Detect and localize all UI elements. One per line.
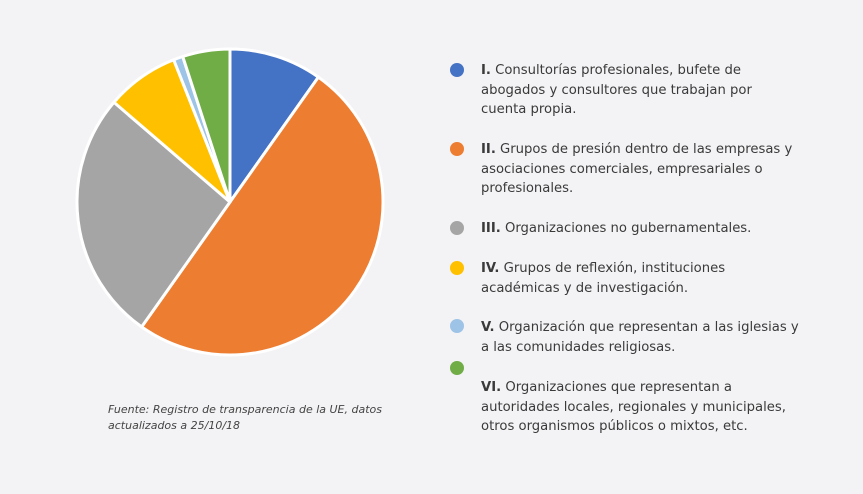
- legend-dot-yellow: [450, 261, 464, 275]
- legend-dot-blue: [450, 63, 464, 77]
- pie-chart: [75, 47, 385, 357]
- legend-text: I. Consultorías profesionales, bufete de…: [481, 61, 801, 120]
- legend-label: Grupos de reflexión, instituciones acadé…: [481, 261, 726, 296]
- pie-slice-3: [75, 100, 232, 329]
- legend-text: V. Organización que representan a las ig…: [481, 318, 801, 357]
- legend-text: II. Grupos de presión dentro de las empr…: [481, 140, 801, 199]
- legend-label: Organización que representan a las igles…: [481, 320, 799, 355]
- legend-label: Grupos de presión dentro de las empresas…: [481, 142, 793, 196]
- pie-slice-6: [181, 47, 232, 204]
- source-note: Fuente: Registro de transparencia de la …: [108, 403, 383, 432]
- legend-label: Organizaciones que representan a autorid…: [481, 380, 786, 434]
- legend-dot-gray: [450, 221, 464, 235]
- legend-text: III. Organizaciones no gubernamentales.: [481, 219, 801, 239]
- legend-num: V.: [481, 320, 495, 335]
- legend-text: IV. Grupos de reflexión, instituciones a…: [481, 259, 801, 298]
- legend-num: II.: [481, 142, 496, 157]
- pie-slice-2: [140, 75, 385, 357]
- legend-label: Organizaciones no gubernamentales.: [504, 221, 752, 236]
- legend-num: IV.: [481, 261, 500, 276]
- legend-label: Consultorías profesionales, bufete de ab…: [481, 63, 752, 117]
- pie-slice-1: [228, 47, 320, 204]
- legend-num: III.: [481, 221, 501, 236]
- legend-dot-orange: [450, 142, 464, 156]
- legend-dot-green: [450, 361, 464, 375]
- legend-text: VI. Organizaciones que representan a aut…: [481, 378, 801, 437]
- legend-dot-lightblue: [450, 319, 464, 333]
- legend-num: VI.: [481, 380, 502, 395]
- legend-num: I.: [481, 63, 491, 78]
